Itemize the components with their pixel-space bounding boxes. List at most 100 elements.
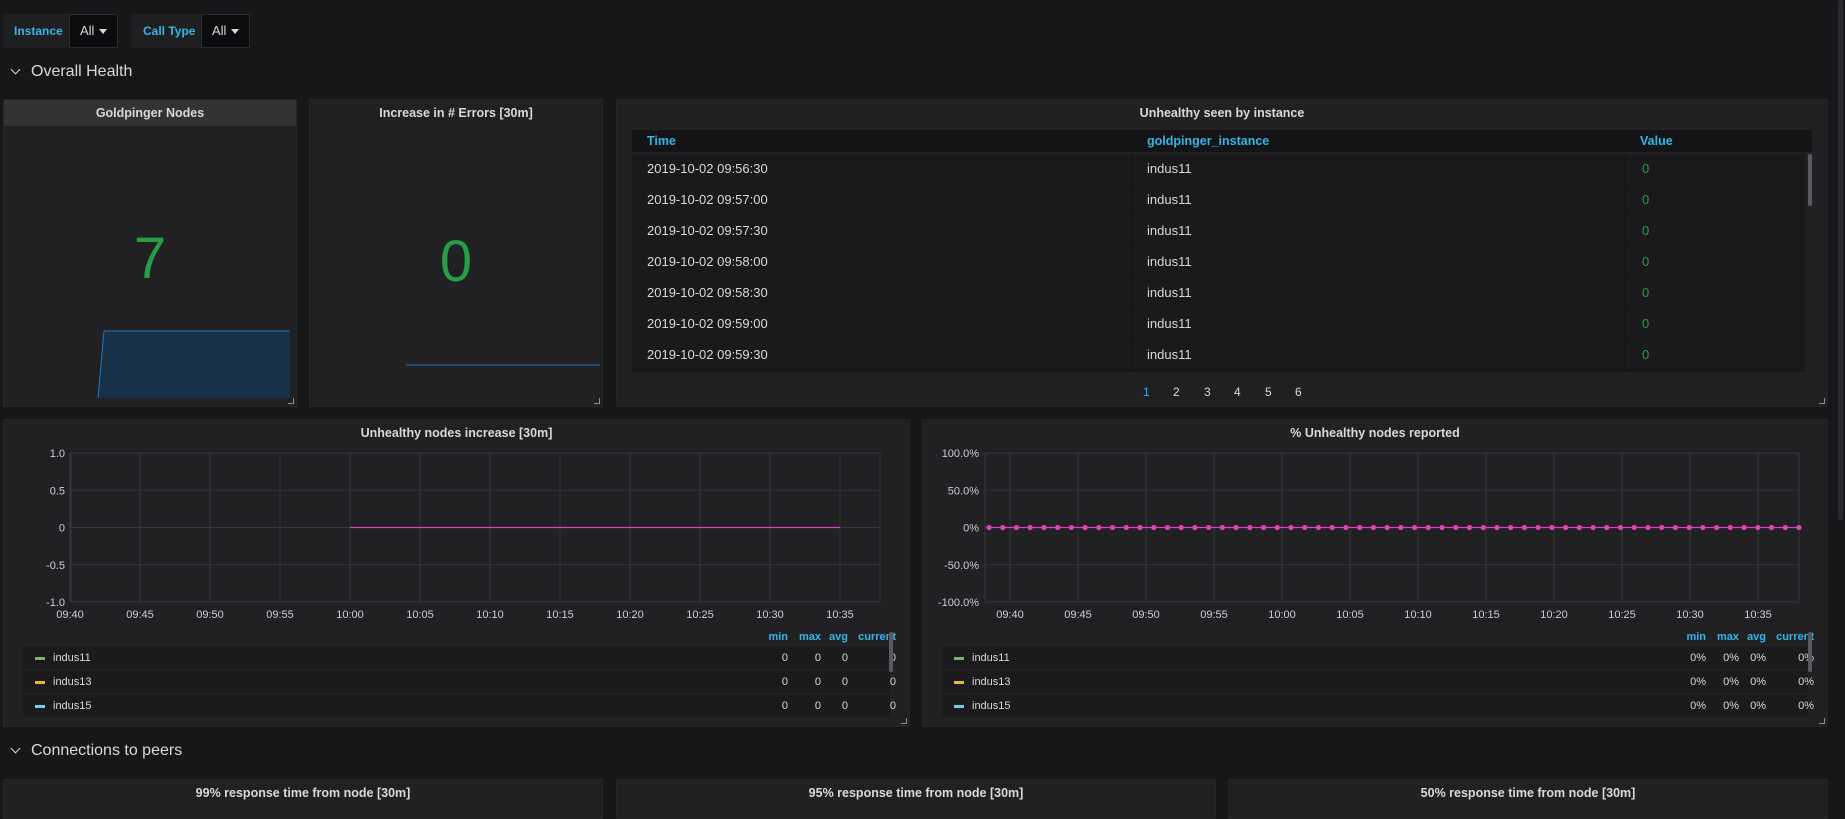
cell-value: 0 (1642, 347, 1650, 362)
legend-max: 0% (1723, 700, 1739, 712)
panel-title[interactable]: 99% response time from node [30m] (195, 786, 411, 800)
resize-handle[interactable] (288, 398, 294, 404)
variable-instance-select[interactable]: All (69, 14, 119, 48)
legend-item[interactable]: indus15 0% 0% 0% 0% (942, 695, 1814, 717)
y-tick-label: -100.0% (938, 597, 979, 609)
panel-p95: 95% response time from node [30m] (616, 779, 1216, 819)
row-overall-health[interactable]: Overall Health (10, 63, 132, 81)
resize-handle[interactable] (1819, 398, 1825, 404)
panel-title[interactable]: % Unhealthy nodes reported (1290, 426, 1460, 440)
y-tick-label: 0.5 (50, 485, 65, 497)
series-color-swatch[interactable] (35, 657, 45, 660)
page-2[interactable]: 2 (1173, 385, 1180, 399)
series-name[interactable]: indus11 (972, 652, 1010, 664)
column-header-value[interactable]: Value (1640, 134, 1673, 148)
series-point (1274, 524, 1280, 531)
panel-title[interactable]: Unhealthy nodes increase [30m] (360, 426, 553, 440)
panel-title[interactable]: Increase in # Errors [30m] (379, 106, 533, 120)
legend-header-max[interactable]: max (798, 631, 821, 643)
series-point (1315, 524, 1322, 531)
table-scrollbar[interactable] (1808, 154, 1812, 206)
cell-instance: indus11 (1147, 192, 1192, 207)
series-point (1384, 524, 1390, 531)
variable-calltype-select[interactable]: All (201, 14, 251, 48)
series-point (1096, 524, 1102, 531)
legend-header-max[interactable]: max (1716, 631, 1739, 643)
series-color-swatch[interactable] (954, 705, 964, 708)
series-name[interactable]: indus13 (53, 676, 92, 688)
panel-p50: 50% response time from node [30m] (1228, 779, 1828, 819)
caret-down-icon (99, 29, 108, 35)
series-point (1137, 524, 1143, 531)
series-point (1727, 524, 1733, 531)
series-name[interactable]: indus11 (53, 652, 91, 664)
series-point (1768, 524, 1775, 531)
series-point (986, 524, 992, 531)
legend-item[interactable]: indus11 0% 0% 0% 0% (942, 647, 1814, 669)
x-tick-label: 09:55 (266, 609, 294, 621)
page-scrollbar-track[interactable] (1836, 0, 1845, 794)
x-tick-label: 10:35 (1744, 609, 1772, 621)
series-color-swatch[interactable] (35, 681, 45, 684)
series-color-swatch[interactable] (954, 681, 964, 684)
series-name[interactable]: indus13 (972, 676, 1011, 688)
legend-header-avg[interactable]: avg (829, 631, 848, 643)
page-1[interactable]: 1 (1143, 385, 1150, 399)
x-tick-label: 10:10 (476, 609, 504, 621)
page-6[interactable]: 6 (1295, 385, 1302, 399)
panel-title[interactable]: Unhealthy seen by instance (1139, 106, 1305, 120)
page-3[interactable]: 3 (1204, 385, 1211, 399)
series-point (1508, 524, 1514, 531)
page-4[interactable]: 4 (1234, 385, 1241, 399)
panel-title[interactable]: 95% response time from node [30m] (808, 786, 1024, 800)
series-point (1206, 524, 1212, 531)
series-point (1055, 524, 1061, 531)
series-point (1109, 524, 1116, 531)
legend-header-current[interactable]: current (1776, 631, 1814, 643)
legend-header-current[interactable]: current (858, 631, 896, 643)
legend-header-min[interactable]: min (1686, 631, 1706, 643)
series-color-swatch[interactable] (954, 657, 964, 660)
legend-item[interactable]: indus13 0 0 0 0 (23, 671, 896, 693)
column-header-instance[interactable]: goldpinger_instance (1147, 134, 1270, 148)
legend-scrollbar[interactable] (889, 632, 893, 672)
x-tick-label: 10:05 (1336, 609, 1364, 621)
y-tick-label: 0 (59, 523, 65, 535)
series-point (1782, 524, 1788, 531)
legend-item[interactable]: indus13 0% 0% 0% 0% (942, 671, 1814, 693)
series-name[interactable]: indus15 (972, 700, 1011, 712)
panel-title[interactable]: 50% response time from node [30m] (1420, 786, 1636, 800)
legend-item[interactable]: indus15 0 0 0 0 (23, 695, 896, 717)
panel-title[interactable]: Goldpinger Nodes (4, 100, 296, 126)
series-point (1151, 524, 1157, 531)
series-point (1480, 524, 1486, 531)
legend-item[interactable]: indus110000 (23, 647, 896, 669)
legend-header-min[interactable]: min (768, 631, 788, 643)
resize-handle[interactable] (901, 718, 907, 724)
stat-value: 7 (133, 226, 167, 291)
variable-calltype-label: Call Type (131, 14, 208, 48)
resize-handle[interactable] (594, 398, 600, 404)
legend-scrollbar[interactable] (1808, 632, 1812, 672)
series-point (1563, 524, 1569, 531)
legend-header-avg[interactable]: avg (1747, 631, 1766, 643)
column-divider (1131, 340, 1133, 370)
series-point (1357, 524, 1363, 531)
series-color-swatch[interactable] (35, 705, 45, 708)
series-point (1576, 524, 1582, 531)
series-point (1672, 524, 1679, 531)
column-header-time[interactable]: Time (647, 134, 676, 148)
page-scrollbar-thumb[interactable] (1838, 0, 1843, 520)
cell-time: 2019-10-02 09:59:00 (647, 316, 768, 331)
legend-max: 0% (1723, 676, 1739, 688)
series-name[interactable]: indus15 (53, 700, 92, 712)
series-point (1741, 524, 1747, 531)
cell-time: 2019-10-02 09:57:00 (647, 192, 768, 207)
legend-max: 0 (814, 652, 821, 664)
column-divider (1624, 247, 1626, 277)
resize-handle[interactable] (1819, 718, 1825, 724)
x-tick-label: 10:10 (1404, 609, 1432, 621)
column-divider (1131, 247, 1133, 277)
row-connections[interactable]: Connections to peers (10, 742, 182, 760)
page-5[interactable]: 5 (1265, 385, 1272, 399)
